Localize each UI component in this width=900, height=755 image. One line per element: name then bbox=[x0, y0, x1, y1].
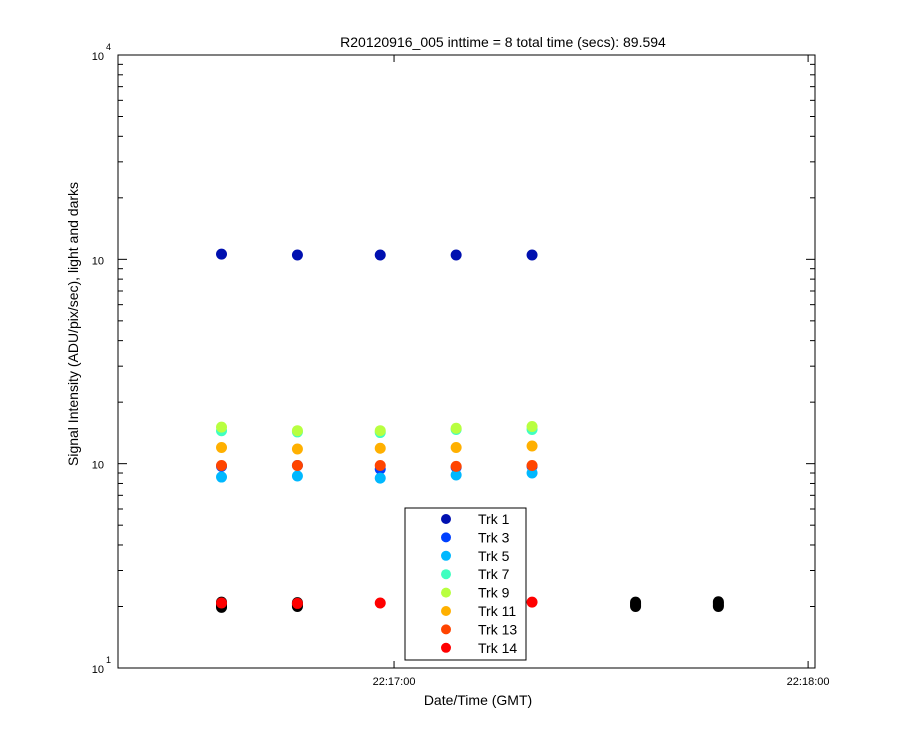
data-point bbox=[526, 440, 538, 452]
legend: Trk 1 Trk 3 Trk 5 Trk 7 Trk 9 Trk 11 Trk 13 Trk… bbox=[404, 507, 527, 661]
x-axis-label: Date/Time (GMT) bbox=[424, 692, 532, 708]
tick-marks bbox=[118, 55, 815, 669]
data-point bbox=[526, 249, 538, 261]
data-point bbox=[291, 470, 303, 482]
legend-label: Trk 13 bbox=[478, 621, 517, 637]
data-point bbox=[450, 422, 462, 434]
data-point bbox=[291, 249, 303, 261]
data-points bbox=[216, 248, 724, 613]
x-tick-labels: 22:17:00 22:18:00 bbox=[373, 676, 830, 688]
data-point bbox=[216, 421, 228, 433]
data-point bbox=[216, 471, 228, 483]
data-point bbox=[291, 597, 303, 609]
chart-title: R20120916_005 inttime = 8 total time (se… bbox=[340, 34, 666, 50]
legend-box bbox=[404, 507, 527, 661]
data-point bbox=[450, 441, 462, 453]
data-point bbox=[450, 460, 462, 472]
data-point bbox=[526, 421, 538, 433]
y-tick-exponent: 4 bbox=[106, 42, 111, 52]
data-point bbox=[374, 425, 386, 437]
data-point bbox=[216, 459, 228, 471]
data-point bbox=[374, 249, 386, 261]
legend-marker bbox=[441, 587, 451, 598]
y-axis-label: Signal Intensity (ADU/pix/sec), light an… bbox=[65, 182, 81, 466]
data-point bbox=[450, 469, 462, 481]
legend-label: Trk 9 bbox=[478, 585, 510, 601]
data-point bbox=[712, 596, 724, 608]
legend-marker bbox=[441, 532, 451, 543]
y-tick-label: 10 bbox=[92, 460, 104, 472]
data-point bbox=[526, 459, 538, 471]
x-tick-label: 22:18:00 bbox=[787, 676, 830, 688]
data-point bbox=[374, 472, 386, 484]
legend-marker bbox=[441, 569, 451, 580]
data-point bbox=[291, 459, 303, 471]
data-point bbox=[450, 249, 462, 261]
legend-marker bbox=[441, 624, 451, 635]
legend-marker bbox=[441, 550, 451, 561]
data-point bbox=[630, 596, 642, 608]
data-point bbox=[526, 467, 538, 479]
data-point bbox=[374, 459, 386, 471]
legend-label: Trk 3 bbox=[478, 529, 510, 545]
legend-marker bbox=[441, 514, 451, 524]
y-tick-label: 10 bbox=[92, 255, 104, 267]
y-tick-label: 10 bbox=[92, 51, 104, 63]
data-point bbox=[216, 248, 228, 260]
y-tick-label: 10 bbox=[92, 664, 104, 676]
legend-marker bbox=[441, 606, 451, 616]
legend-label: Trk 14 bbox=[478, 640, 517, 656]
data-point bbox=[291, 443, 303, 455]
legend-label: Trk 5 bbox=[478, 548, 510, 564]
data-point bbox=[216, 597, 228, 609]
data-point bbox=[216, 441, 228, 453]
legend-label: Trk 11 bbox=[478, 603, 516, 619]
x-tick-label: 22:17:00 bbox=[373, 676, 416, 688]
y-tick-exponent: 1 bbox=[106, 655, 111, 665]
data-point bbox=[291, 425, 303, 437]
data-point bbox=[526, 596, 538, 608]
data-point bbox=[374, 442, 386, 454]
legend-marker bbox=[441, 642, 451, 653]
data-point bbox=[374, 597, 386, 609]
legend-label: Trk 1 bbox=[478, 511, 510, 527]
legend-label: Trk 7 bbox=[478, 566, 510, 582]
